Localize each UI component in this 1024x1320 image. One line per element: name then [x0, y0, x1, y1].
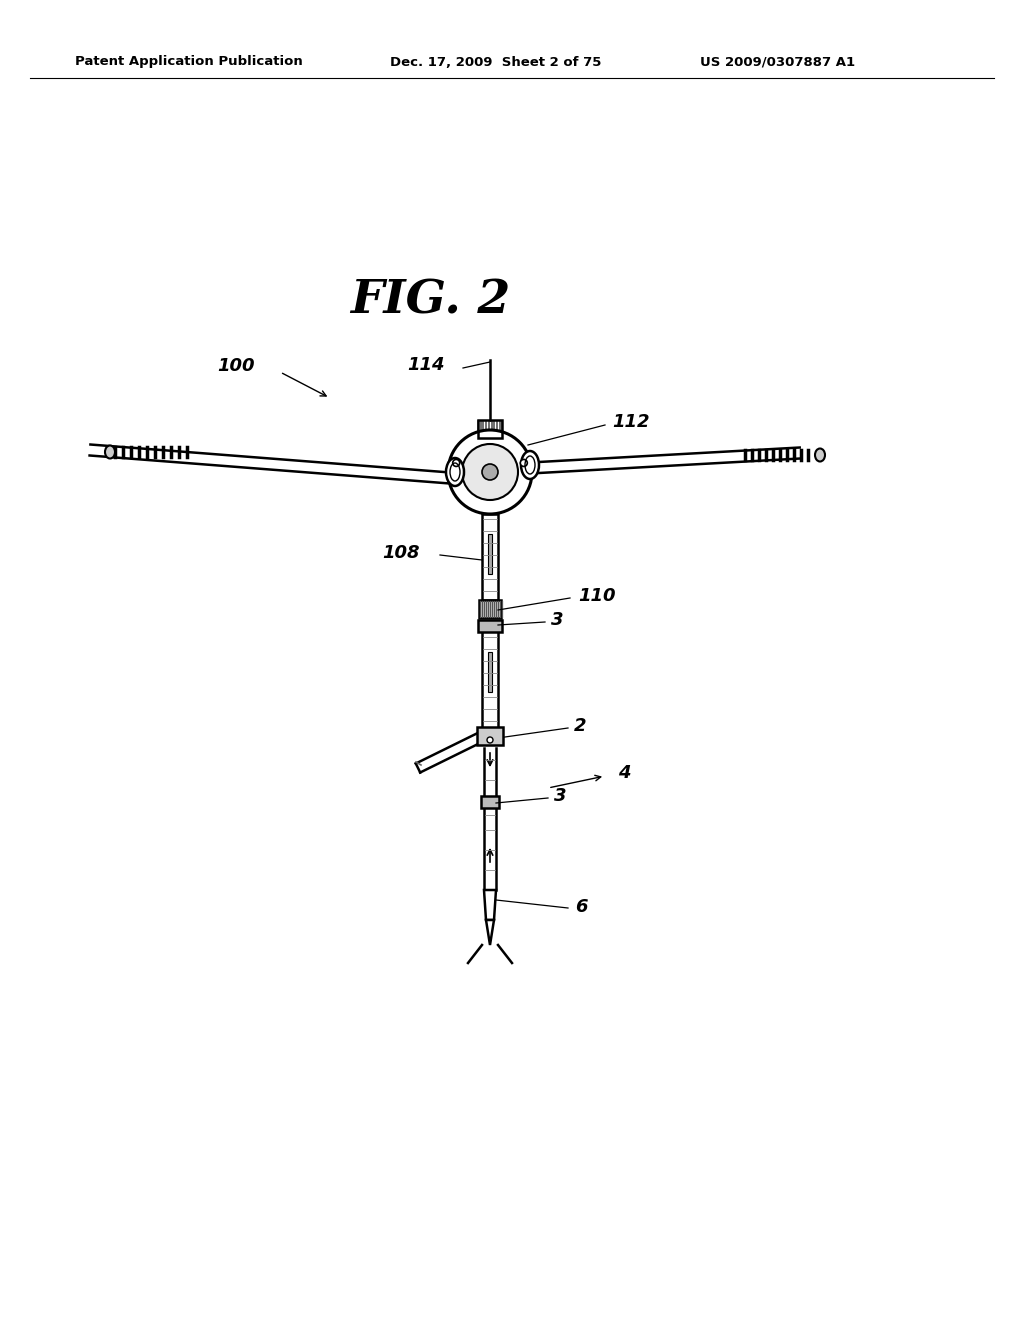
- Circle shape: [453, 459, 460, 466]
- Text: US 2009/0307887 A1: US 2009/0307887 A1: [700, 55, 855, 69]
- Bar: [478, 620, 502, 632]
- Polygon shape: [486, 920, 494, 945]
- Text: 3: 3: [551, 611, 563, 630]
- Bar: [477, 727, 503, 744]
- Ellipse shape: [105, 446, 115, 458]
- Text: 4: 4: [618, 764, 631, 781]
- Circle shape: [487, 737, 493, 743]
- Text: 2: 2: [574, 717, 587, 735]
- Bar: [488, 652, 492, 692]
- Text: 100: 100: [217, 356, 255, 375]
- Bar: [478, 420, 502, 438]
- Bar: [481, 796, 499, 808]
- Bar: [482, 513, 498, 601]
- Text: 114: 114: [408, 356, 445, 374]
- Circle shape: [482, 465, 498, 480]
- Text: 3: 3: [554, 787, 566, 805]
- Circle shape: [520, 459, 527, 466]
- Ellipse shape: [521, 451, 539, 479]
- Text: Patent Application Publication: Patent Application Publication: [75, 55, 303, 69]
- Text: 6: 6: [575, 898, 588, 916]
- Text: 110: 110: [578, 587, 615, 605]
- Text: 112: 112: [612, 413, 649, 432]
- Bar: [488, 535, 492, 574]
- Text: FIG. 2: FIG. 2: [350, 277, 510, 323]
- Ellipse shape: [815, 449, 825, 462]
- Circle shape: [449, 430, 532, 513]
- Polygon shape: [484, 890, 496, 920]
- Circle shape: [462, 444, 518, 500]
- Text: Dec. 17, 2009  Sheet 2 of 75: Dec. 17, 2009 Sheet 2 of 75: [390, 55, 601, 69]
- Ellipse shape: [446, 458, 464, 486]
- Bar: [479, 601, 501, 618]
- Text: 108: 108: [383, 544, 420, 562]
